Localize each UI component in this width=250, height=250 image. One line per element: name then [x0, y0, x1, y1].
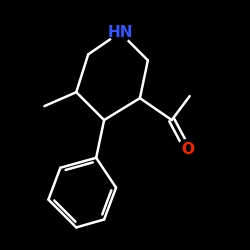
Text: HN: HN — [107, 25, 133, 40]
Circle shape — [110, 22, 130, 43]
Text: O: O — [181, 142, 194, 157]
Circle shape — [177, 140, 198, 160]
